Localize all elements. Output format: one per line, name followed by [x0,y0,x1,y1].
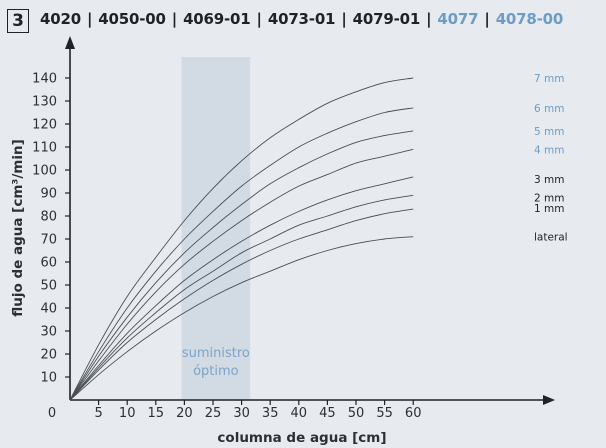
series-label: 1 mm [534,203,564,215]
y-tick-label: 100 [32,164,57,179]
chart-title: 4020 | 4050-00 | 4069-01 | 4073-01 | 407… [40,10,563,28]
x-tick-label: 5 [94,406,102,421]
y-axis-arrow [65,36,75,49]
y-tick-label: 20 [40,348,57,363]
title-separator: | [336,10,352,28]
y-tick-label: 80 [40,210,57,225]
curve-7-mm [69,77,414,401]
y-tick-label: 10 [40,371,57,386]
title-separator: | [251,10,267,28]
series-label: 5 mm [534,126,564,138]
y-tick-label: 30 [40,325,57,340]
x-tick-label: 20 [176,406,193,421]
title-model-code: 4078-00 [495,10,564,28]
figure-number: 3 [12,10,24,31]
y-tick-label: 40 [40,302,57,317]
title-model-code: 4020 [40,10,81,28]
title-model-code: 4050-00 [98,10,166,28]
title-model-code: 4077 [437,10,479,28]
series-label: 3 mm [534,174,564,186]
curve-3-mm [69,176,414,401]
x-axis-arrow [543,395,555,405]
series-label: 2 mm [534,192,564,204]
title-separator: | [166,10,183,28]
curve-5-mm [69,130,414,401]
series-label: 7 mm [534,73,564,85]
x-axis-title: columna de agua [cm] [217,430,386,446]
curve-lateral [69,236,414,401]
figure-number-box: 3 [7,9,29,33]
curve-4-mm [69,148,414,401]
y-tick-label: 120 [32,118,57,133]
x-tick-label: 15 [148,406,165,421]
x-tick-label: 35 [262,406,279,421]
curve-6-mm [69,107,414,401]
x-tick-label: 50 [348,406,365,421]
title-separator: | [81,10,98,28]
y-tick-label: 140 [32,72,57,87]
title-separator: | [421,10,437,28]
band-label: suministro [182,346,250,361]
x-tick-label: 10 [119,406,136,421]
x-tick-label: 25 [205,406,222,421]
curve-2-mm [69,194,414,401]
x-tick-label: 30 [233,406,250,421]
curve-1-mm [69,208,414,401]
y-tick-label: 60 [40,256,57,271]
title-model-code: 4079-01 [352,10,421,28]
title-model-code: 4073-01 [267,10,336,28]
series-label: 6 mm [534,103,564,115]
x-tick-label: 40 [291,406,308,421]
x-tick-label: 45 [319,406,336,421]
x-tick-label: 0 [48,406,56,421]
y-tick-label: 110 [32,141,57,156]
x-tick-label: 60 [405,406,422,421]
title-model-code: 4069-01 [183,10,251,28]
y-tick-label: 130 [32,95,57,110]
y-tick-label: 70 [40,233,57,248]
y-tick-label: 50 [40,279,57,294]
y-axis-title: flujo de agua [cm³/min] [10,139,26,317]
optimal-band [181,57,251,400]
title-separator: | [479,10,495,28]
series-label: 4 mm [534,144,564,156]
y-tick-label: 90 [40,187,57,202]
x-tick-label: 55 [376,406,393,421]
series-label: lateral [534,232,568,244]
band-label: óptimo [193,364,239,379]
